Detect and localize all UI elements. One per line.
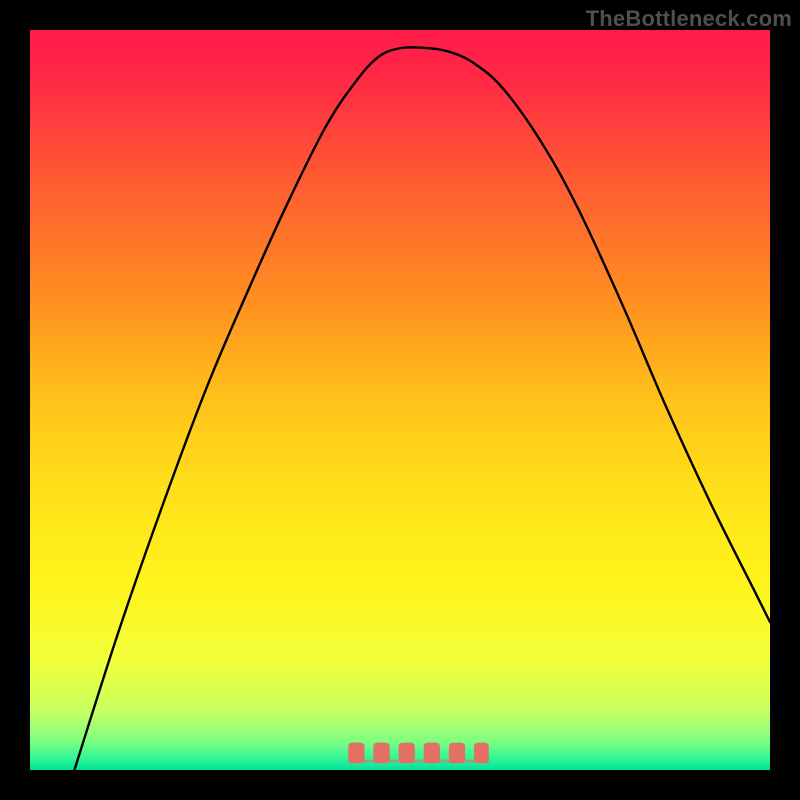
chart-plot-bg (30, 30, 770, 770)
bottleneck-chart (0, 0, 800, 800)
chart-container: TheBottleneck.com (0, 0, 800, 800)
watermark-label: TheBottleneck.com (586, 6, 792, 32)
trough-marker-baseline (348, 760, 489, 763)
